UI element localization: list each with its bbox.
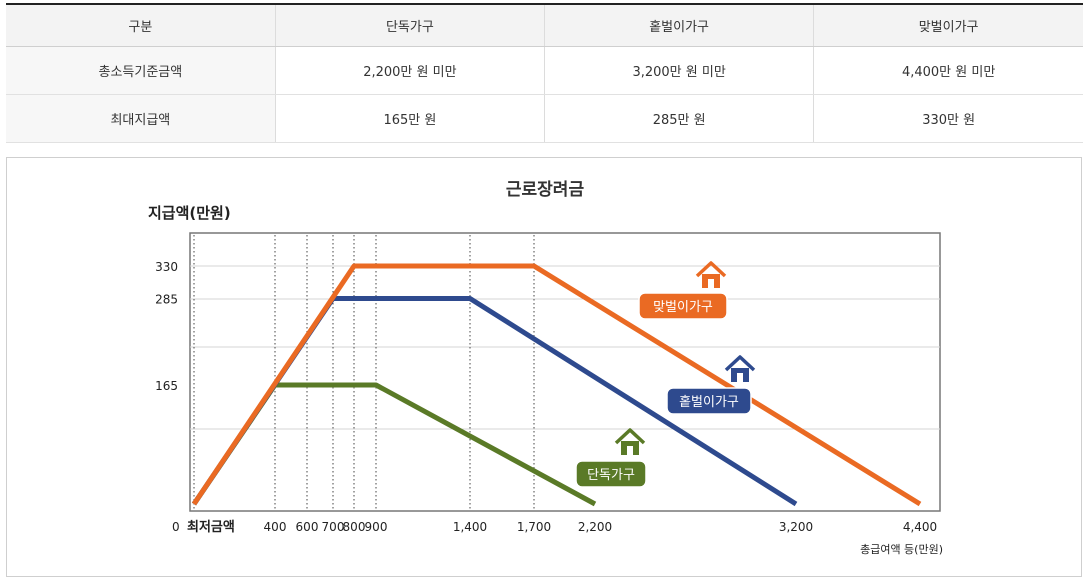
series-label-단독가구: 단독가구 (575, 428, 647, 488)
x-tick-label: 600 (296, 520, 319, 534)
x-axis-origin-label: 0 (172, 520, 180, 534)
y-tick-label: 330 (155, 260, 178, 274)
table-cell: 4,400만 원 미만 (813, 46, 1083, 95)
table-cell: 최대지급액 (6, 94, 276, 143)
x-axis-minimum-label: 최저금액 (187, 520, 235, 535)
table-header-row: 구분 단독가구 홑벌이가구 맞벌이가구 (6, 3, 1083, 47)
series-label-홑벌이가구: 홑벌이가구 (666, 355, 756, 415)
series-label-text: 단독가구 (587, 468, 635, 483)
series-label-text: 홑벌이가구 (679, 395, 739, 410)
table-header-cell: 홑벌이가구 (543, 3, 814, 47)
series-label-text: 맞벌이가구 (653, 300, 713, 315)
y-tick-label: 165 (155, 379, 178, 393)
series-label-box (638, 292, 728, 320)
series-line-맞벌이가구 (191, 263, 922, 507)
house-icon (695, 261, 727, 288)
x-tick-label: 700 (322, 520, 345, 534)
table-cell: 3,200만 원 미만 (543, 46, 814, 95)
table-cell: 330만 원 (813, 94, 1083, 143)
chart-title: 근로장려금 (506, 180, 585, 200)
table-cell: 총소득기준금액 (6, 46, 276, 95)
x-tick-label: 400 (264, 520, 287, 534)
plot-area (189, 232, 941, 512)
table-header-cell: 맞벌이가구 (813, 3, 1083, 47)
earned-income-credit-chart: 근로장려금 지급액(만원) 단독가구 홑벌이가구 맞벌이가구 165 285 330 4… (148, 180, 943, 556)
x-tick-label: 4,400 (903, 520, 937, 534)
x-tick-label: 3,200 (779, 520, 813, 534)
x-tick-label: 2,200 (578, 520, 612, 534)
x-tick-label: 900 (365, 520, 388, 534)
series-label-box (666, 387, 752, 415)
series-label-맞벌이가구: 맞벌이가구 (638, 261, 728, 320)
table-header-cell: 구분 (6, 3, 276, 47)
x-axis-label: 총급여액 등(만원) (860, 543, 943, 556)
y-axis-label: 지급액(만원) (148, 204, 231, 222)
income-criteria-table: 구분 단독가구 홑벌이가구 맞벌이가구 총소득기준금액 2,200만 원 미만 … (6, 3, 1083, 143)
house-icon (724, 355, 756, 382)
table-cell: 165만 원 (274, 94, 545, 143)
series-line-단독가구 (191, 382, 597, 507)
x-tick-label: 1,400 (453, 520, 487, 534)
table-row: 총소득기준금액 2,200만 원 미만 3,200만 원 미만 4,400만 원… (6, 46, 1083, 95)
table-row: 최대지급액 165만 원 285만 원 330만 원 (6, 94, 1083, 143)
table-cell: 2,200만 원 미만 (274, 46, 545, 95)
x-tick-label: 1,700 (517, 520, 551, 534)
series-label-box (575, 460, 647, 488)
x-tick-label: 800 (343, 520, 366, 534)
table-header-cell: 단독가구 (274, 3, 545, 47)
y-tick-label: 285 (155, 292, 178, 306)
table-cell: 285만 원 (543, 94, 814, 143)
chart-panel (6, 157, 1082, 577)
house-icon (614, 428, 646, 455)
